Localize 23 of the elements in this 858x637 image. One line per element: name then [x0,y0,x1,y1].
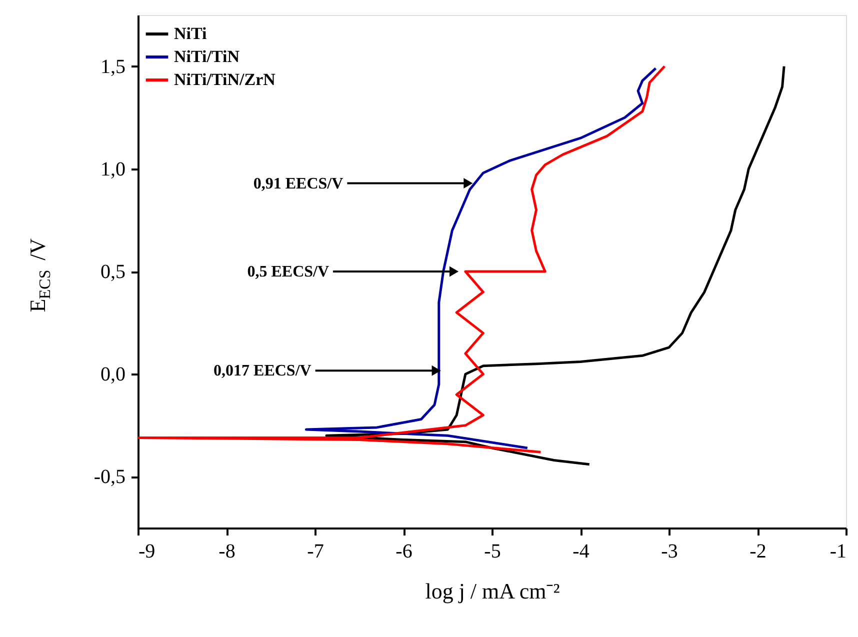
x-tick-label: -3 [661,540,678,562]
x-tick-label: -2 [750,540,766,562]
x-tick-label: -9 [138,540,156,562]
y-tick-label: -0,5 [94,466,126,488]
x-tick-label: -6 [396,540,412,562]
x-tick-label: -4 [572,540,590,562]
y-tick-label: 0,5 [100,261,126,283]
x-axis-title: log j / mA cm⁻² [425,578,560,604]
y-tick-label: 0,0 [100,364,126,386]
annotation: 0,017 EECS/V [214,362,312,380]
legend-label: NiTi/TiN [174,47,240,66]
x-tick-label: -7 [307,540,324,562]
y-axis-title: EECS /V [25,238,54,312]
x-tick-label: -8 [218,540,236,562]
annotation: 0,91 EECS/V [253,175,344,192]
y-tick-label: 1,5 [100,56,126,78]
y-tick-label: 1,0 [100,158,126,180]
legend-label: NiTi/TiN/ZrN [174,70,276,89]
legend-label: NiTi [174,24,208,43]
x-tick-label: -5 [484,540,501,562]
line-series [138,65,666,454]
x-tick-label: -1 [830,540,846,562]
annotation: 0,5 EECS/V [247,264,330,280]
